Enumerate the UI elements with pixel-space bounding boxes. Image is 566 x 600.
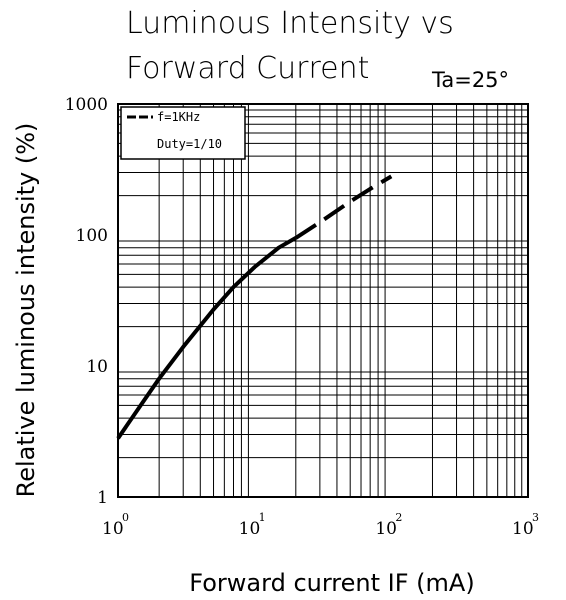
y-tick-label: 100 <box>76 226 108 246</box>
x-tick-exponent: 2 <box>395 511 402 524</box>
data-lines <box>116 174 393 440</box>
x-tick-label: 102 <box>375 511 402 539</box>
y-axis-label: Relative luminous intensity (%) <box>12 123 40 498</box>
x-tick-base: 10 <box>512 519 534 539</box>
x-tick-base: 10 <box>375 519 397 539</box>
chart-title-line2: Forward Current <box>126 51 369 86</box>
x-tick-base: 10 <box>239 519 261 539</box>
grid <box>117 104 528 498</box>
y-tick-label: 10 <box>86 357 108 377</box>
x-tick-label: 103 <box>512 511 539 539</box>
x-axis-label: Forward current IF (mA) <box>189 569 474 597</box>
y-tick-label: 1 <box>97 488 108 508</box>
y-tick-label: 1000 <box>65 95 108 115</box>
series-line-solid <box>116 236 297 440</box>
legend: f=1KHz Duty=1/10 <box>120 106 246 160</box>
series-line-dashed <box>294 174 393 240</box>
x-tick-base: 10 <box>102 519 124 539</box>
x-tick-exponent: 3 <box>532 511 539 524</box>
chart-title-line1: Luminous Intensity vs <box>126 6 454 41</box>
x-tick-label: 100 <box>102 511 129 539</box>
x-tick-exponent: 0 <box>122 511 129 524</box>
x-tick-label: 101 <box>239 511 266 539</box>
plot-frame <box>117 103 529 498</box>
legend-line1: f=1KHz <box>157 110 200 124</box>
temperature-condition: Ta=25° <box>431 68 509 92</box>
x-tick-exponent: 1 <box>259 511 266 524</box>
legend-line2: Duty=1/10 <box>157 137 222 151</box>
